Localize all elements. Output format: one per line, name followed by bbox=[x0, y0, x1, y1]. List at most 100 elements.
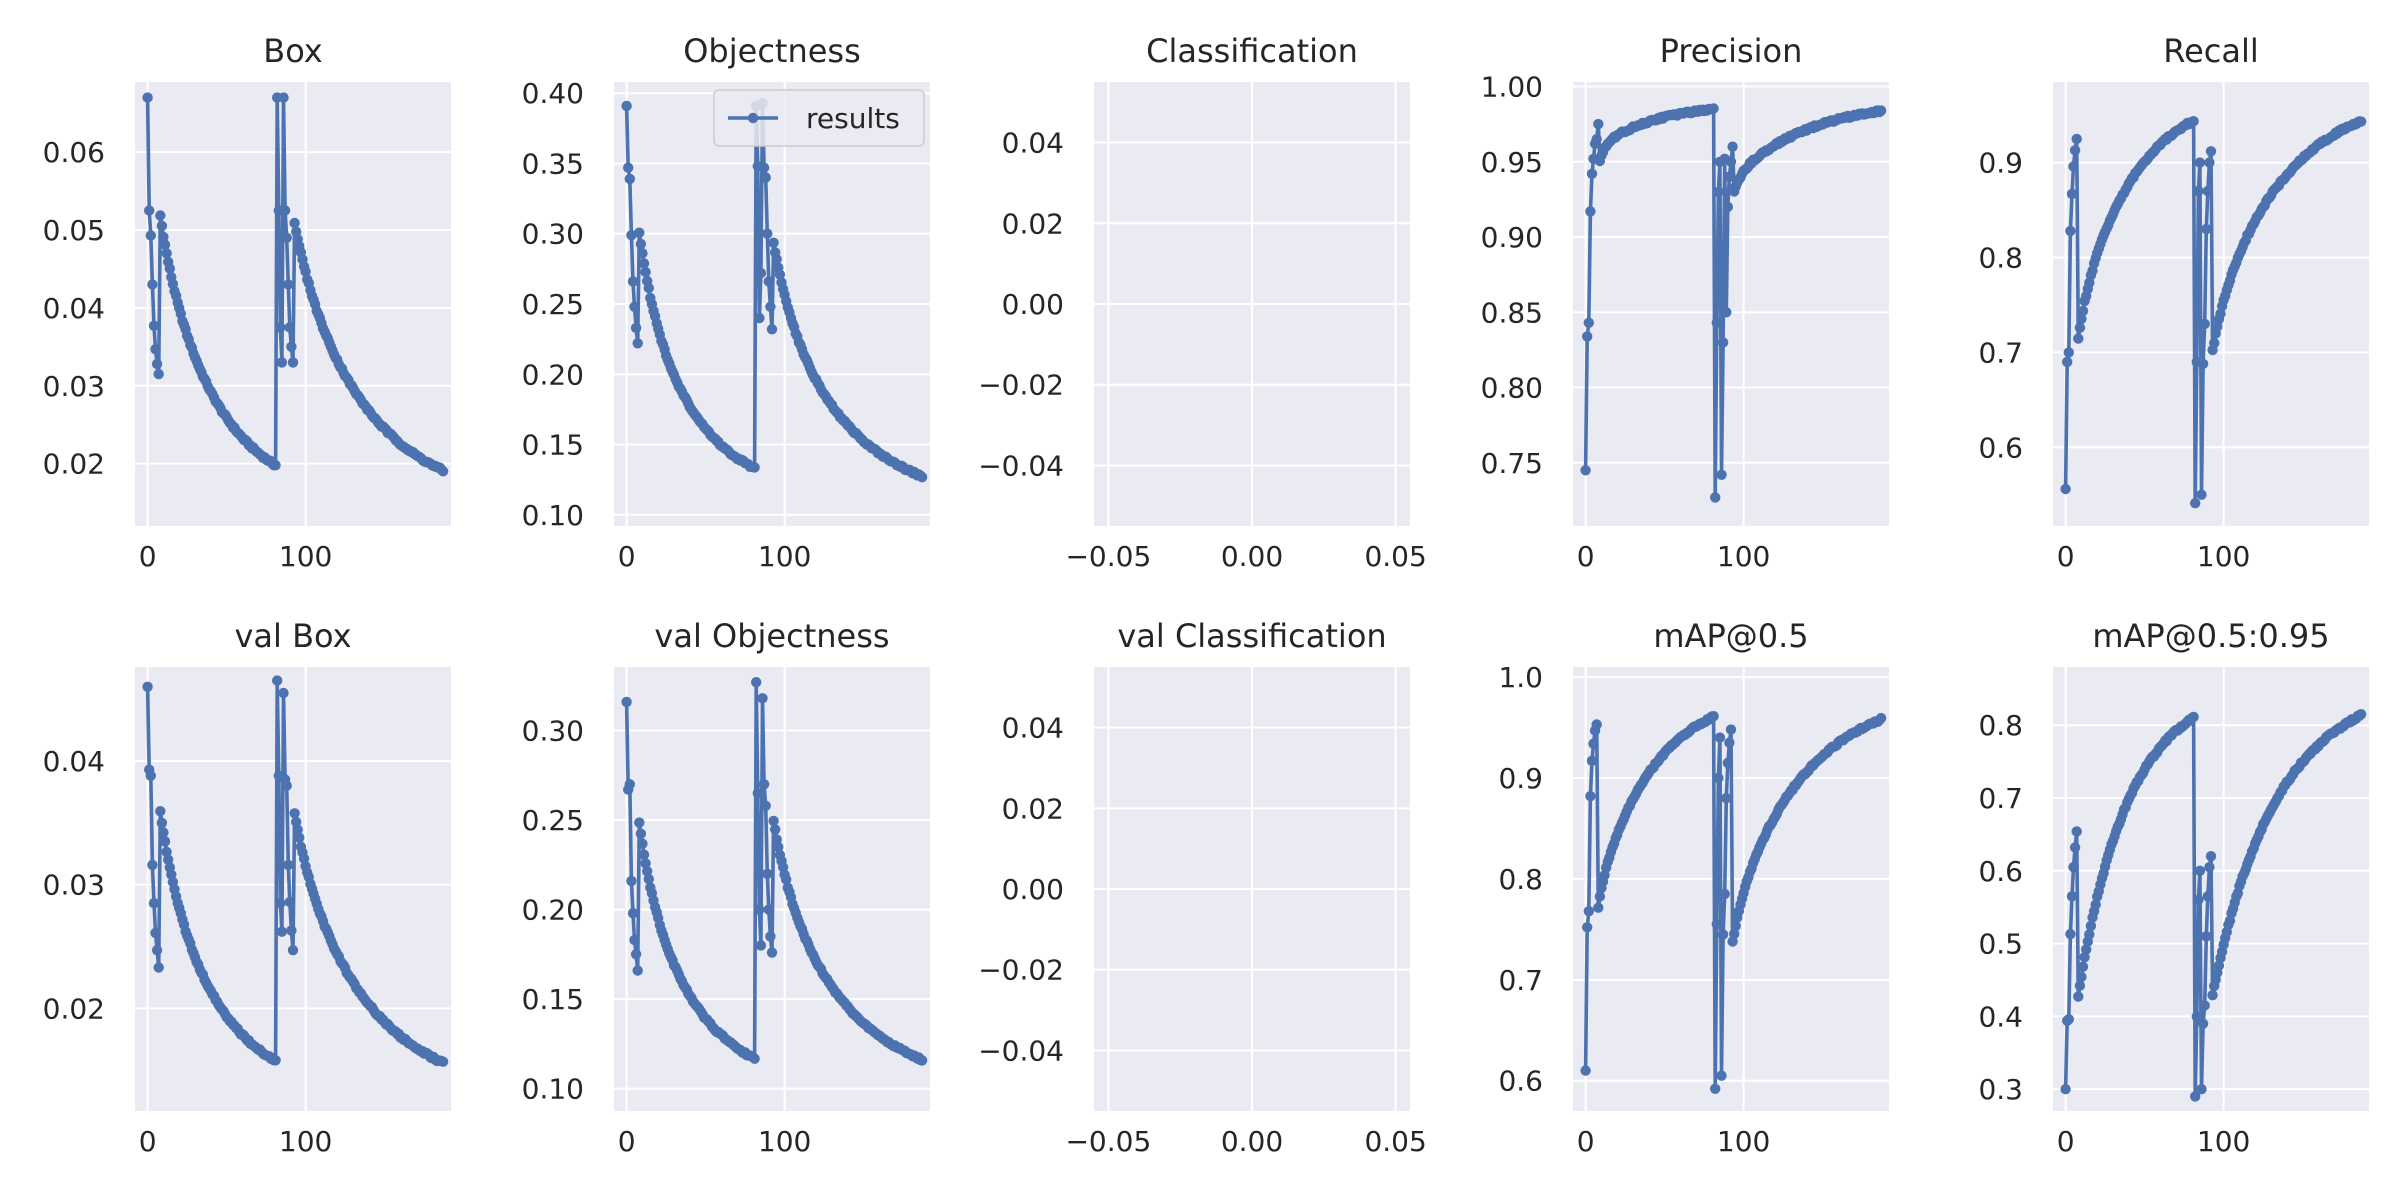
subplot-title: mAP@0.5:0.95 bbox=[2092, 617, 2329, 655]
y-tick-label: 0.85 bbox=[1481, 296, 1543, 329]
subplot-10: 0 100 0.3 0.4 0.5 0.6 0.7 0.8 mAP@0.5:0.95 bbox=[1978, 617, 2369, 1158]
data-point bbox=[276, 357, 288, 368]
data-point bbox=[2090, 899, 2101, 910]
y-tick-label: 1.00 bbox=[1481, 71, 1543, 104]
data-point bbox=[291, 816, 302, 828]
data-point bbox=[621, 100, 632, 112]
y-tick-label: 0.02 bbox=[1002, 792, 1064, 825]
data-point bbox=[161, 846, 172, 858]
y-tick-label: 0.8 bbox=[1978, 242, 2023, 275]
data-point bbox=[1582, 922, 1593, 933]
subplot-title: val Classification bbox=[1117, 617, 1386, 655]
y-tick-label: 0.40 bbox=[522, 77, 584, 110]
data-point bbox=[2202, 891, 2213, 902]
data-point bbox=[1594, 891, 1606, 902]
x-tick-label: 0 bbox=[1577, 540, 1595, 573]
data-point bbox=[2085, 920, 2097, 932]
y-tick-label: 1.0 bbox=[1498, 661, 1543, 694]
data-point bbox=[276, 926, 288, 937]
data-point bbox=[2065, 928, 2076, 940]
y-tick-label: 0.10 bbox=[522, 499, 584, 532]
y-tick-label: 0.10 bbox=[522, 1073, 584, 1106]
x-tick-label: −0.05 bbox=[1065, 1125, 1151, 1158]
data-point bbox=[270, 460, 281, 471]
data-point bbox=[762, 868, 773, 879]
x-tick-label: 0 bbox=[139, 540, 157, 573]
series-markers bbox=[1580, 711, 1887, 1095]
data-point bbox=[2199, 318, 2210, 330]
data-point bbox=[2071, 826, 2082, 837]
data-point bbox=[757, 693, 768, 704]
data-point bbox=[781, 874, 792, 885]
data-point bbox=[2199, 1000, 2210, 1011]
data-point bbox=[916, 1055, 928, 1066]
data-point bbox=[2076, 313, 2087, 325]
data-point bbox=[278, 92, 289, 103]
data-point bbox=[153, 962, 164, 973]
y-tick-label: 0.03 bbox=[43, 869, 105, 902]
data-point bbox=[1582, 331, 1593, 342]
subplot-title: Precision bbox=[1660, 32, 1803, 70]
data-point bbox=[626, 875, 637, 887]
data-point bbox=[2201, 931, 2212, 942]
data-point bbox=[437, 466, 449, 477]
subplot-9: 0 100 0.6 0.7 0.8 0.9 1.0 mAP@0.5 bbox=[1498, 617, 1889, 1158]
data-point bbox=[638, 258, 650, 269]
data-point bbox=[1591, 719, 1602, 730]
data-point bbox=[634, 817, 645, 828]
y-tick-label: 0.06 bbox=[43, 136, 105, 169]
data-point bbox=[623, 162, 634, 173]
data-point bbox=[774, 269, 786, 280]
data-point bbox=[626, 230, 637, 241]
data-point bbox=[2188, 711, 2199, 723]
data-point bbox=[151, 945, 163, 956]
data-point bbox=[1725, 156, 1737, 167]
data-point bbox=[1717, 929, 1729, 940]
data-point bbox=[758, 779, 770, 790]
data-point bbox=[1710, 1083, 1721, 1095]
series-markers bbox=[1580, 103, 1887, 503]
subplot-title: Box bbox=[263, 32, 322, 70]
data-point bbox=[156, 817, 168, 829]
data-point bbox=[2205, 146, 2217, 157]
x-tick-label: 0.05 bbox=[1364, 540, 1426, 573]
data-point bbox=[284, 896, 295, 908]
data-point bbox=[283, 279, 294, 290]
data-point bbox=[637, 248, 648, 259]
data-point bbox=[1716, 1070, 1727, 1081]
data-point bbox=[2204, 157, 2215, 168]
data-point bbox=[2069, 842, 2081, 853]
data-point bbox=[2069, 145, 2081, 156]
y-tick-label: 0.25 bbox=[522, 804, 584, 837]
data-point bbox=[292, 824, 303, 835]
data-point bbox=[2084, 929, 2095, 940]
series-markers bbox=[142, 92, 449, 477]
data-point bbox=[1710, 492, 1721, 503]
x-tick-label: 0.05 bbox=[1364, 1125, 1426, 1158]
data-point bbox=[287, 945, 299, 956]
data-point bbox=[2190, 498, 2201, 509]
subplot-title: val Objectness bbox=[654, 617, 889, 655]
data-point bbox=[2355, 709, 2367, 720]
y-tick-label: 0.02 bbox=[43, 448, 105, 481]
data-point bbox=[763, 276, 774, 287]
x-tick-label: 100 bbox=[279, 540, 332, 573]
y-tick-label: 0.6 bbox=[1978, 431, 2023, 464]
data-point bbox=[1729, 928, 1740, 940]
data-point bbox=[768, 815, 779, 827]
y-tick-label: 0.30 bbox=[522, 218, 584, 251]
x-tick-label: 100 bbox=[2197, 540, 2250, 573]
series-markers bbox=[142, 675, 449, 1067]
y-tick-label: 0.03 bbox=[43, 370, 105, 403]
data-point bbox=[1586, 168, 1598, 179]
data-point bbox=[916, 472, 928, 483]
data-point bbox=[765, 931, 776, 942]
data-point bbox=[2201, 223, 2212, 235]
data-point bbox=[2191, 1011, 2202, 1022]
x-tick-label: 100 bbox=[279, 1125, 332, 1158]
data-point bbox=[2074, 980, 2086, 991]
data-point bbox=[1724, 171, 1735, 182]
data-point bbox=[2071, 133, 2082, 145]
data-point bbox=[294, 832, 305, 843]
